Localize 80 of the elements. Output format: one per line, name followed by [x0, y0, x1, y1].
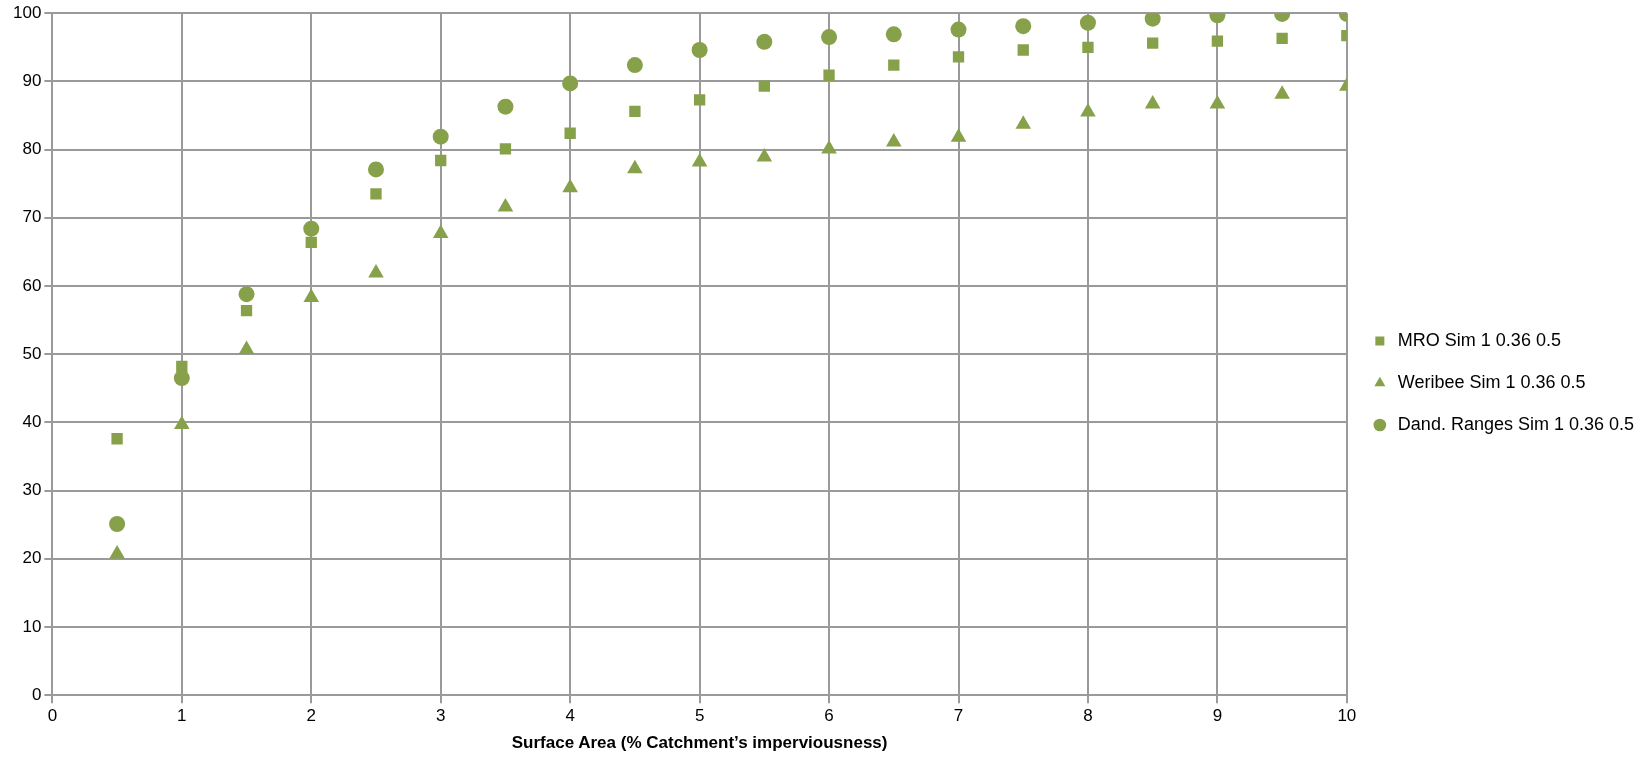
- y-tick-label: 90: [22, 71, 42, 91]
- point: [821, 139, 837, 154]
- point: [497, 98, 514, 115]
- point: [1211, 35, 1224, 47]
- x-tick-label: 7: [953, 706, 964, 726]
- y-tick-label: 40: [22, 412, 42, 432]
- y-tick-label: 80: [22, 139, 42, 159]
- point: [888, 59, 900, 71]
- point: [885, 26, 902, 43]
- point: [1082, 41, 1094, 53]
- point: [562, 75, 579, 92]
- x-axis-title: Surface Area (% Catchment’s imperviousness): [511, 733, 888, 753]
- point: [111, 433, 123, 445]
- point: [1144, 13, 1161, 27]
- y-tick-label: 60: [22, 275, 42, 295]
- y-tick-label: 0: [31, 684, 42, 704]
- point: [821, 29, 838, 46]
- x-tick-label: 10: [1337, 706, 1357, 726]
- point: [629, 105, 641, 118]
- point: [1017, 44, 1029, 56]
- y-tick-label: 100: [12, 2, 42, 22]
- point: [435, 154, 447, 167]
- y-tick-label: 50: [22, 343, 42, 363]
- point: [176, 360, 188, 373]
- point: [109, 545, 125, 559]
- y-tick-label: 70: [22, 207, 42, 227]
- x-tick-label: 8: [1083, 706, 1093, 726]
- point: [1015, 18, 1032, 35]
- point: [240, 304, 253, 317]
- x-tick-label: 6: [824, 706, 834, 726]
- point: [370, 188, 382, 200]
- point: [497, 197, 514, 212]
- point: [303, 220, 320, 237]
- point: [432, 128, 449, 145]
- point: [1079, 14, 1096, 31]
- legend-label: Dand. Ranges Sim 1 0.36 0.5: [1397, 413, 1635, 434]
- point: [1080, 103, 1096, 117]
- point: [174, 415, 190, 429]
- point: [562, 178, 578, 193]
- point: [238, 286, 255, 303]
- point: [1209, 94, 1226, 109]
- point: [693, 94, 706, 106]
- x-tick-label: 5: [694, 706, 705, 726]
- point: [691, 42, 708, 59]
- point: [1276, 32, 1288, 45]
- point: [691, 152, 708, 167]
- point: [368, 264, 384, 278]
- point: [303, 288, 320, 303]
- point: [950, 21, 967, 38]
- point: [1274, 85, 1290, 99]
- point: [1147, 37, 1159, 49]
- x-tick-label: 2: [306, 706, 316, 726]
- y-tick-label: 10: [22, 616, 42, 636]
- point: [952, 51, 965, 63]
- y-tick-label: 20: [22, 548, 42, 568]
- x-tick-label: 0: [47, 706, 58, 726]
- point: [823, 69, 835, 81]
- point: [305, 236, 317, 249]
- x-tick-label: 1: [177, 706, 187, 726]
- point: [432, 224, 449, 238]
- point: [885, 133, 902, 147]
- x-tick-label: 3: [435, 706, 446, 726]
- y-tick-label: 30: [22, 480, 42, 500]
- point: [1015, 115, 1032, 129]
- x-tick-label: 9: [1212, 706, 1223, 726]
- point: [756, 33, 773, 50]
- point: [367, 161, 384, 178]
- point: [627, 159, 643, 174]
- point: [950, 128, 967, 142]
- point: [499, 143, 512, 155]
- point: [756, 148, 773, 162]
- point: [564, 127, 576, 139]
- x-tick-label: 4: [565, 706, 575, 726]
- point: [758, 80, 770, 92]
- point: [173, 370, 190, 387]
- point: [238, 340, 255, 354]
- point: [1144, 94, 1161, 109]
- legend-label: Weribee Sim 1 0.36 0.5: [1397, 371, 1586, 392]
- legend-label: MRO Sim 1 0.36 0.5: [1397, 329, 1561, 350]
- point: [626, 57, 643, 74]
